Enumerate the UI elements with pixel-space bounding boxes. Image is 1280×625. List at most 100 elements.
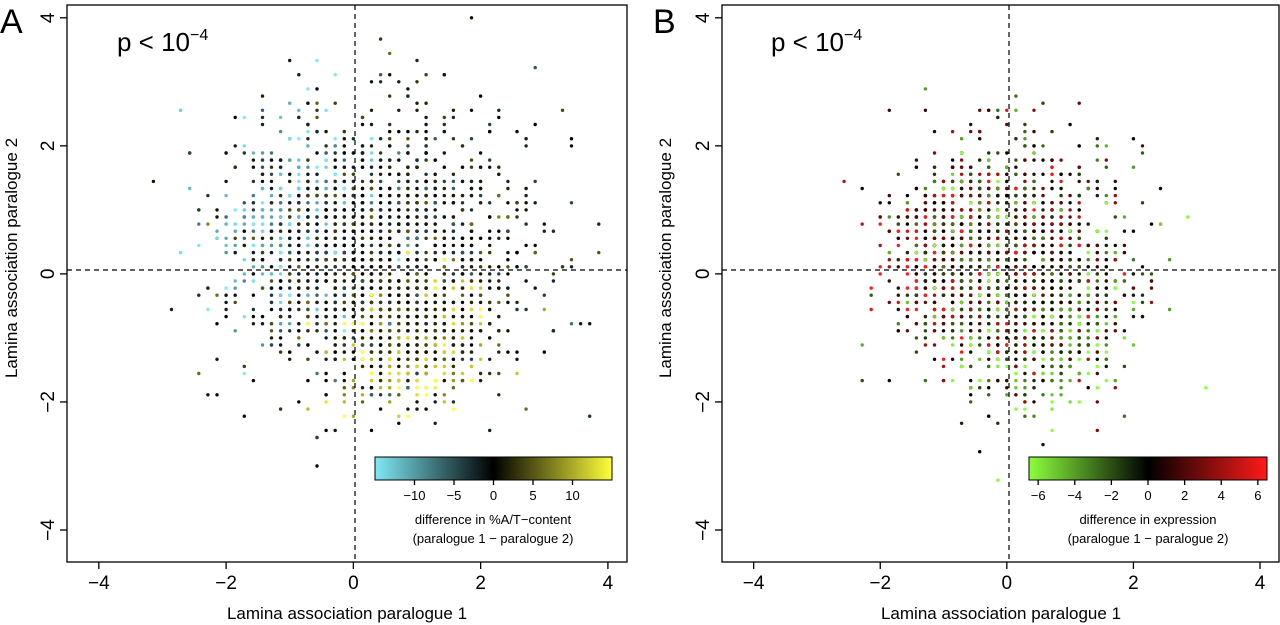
- panel-a-point: [415, 279, 419, 283]
- panel-a-point: [388, 279, 392, 283]
- panel-a-point: [397, 243, 401, 248]
- panel-a-point: [469, 258, 474, 262]
- panel-a-point: [288, 258, 292, 262]
- panel-a-point: [378, 393, 383, 397]
- panel-a-point: [369, 172, 374, 176]
- panel-a-point: [369, 279, 374, 283]
- panel-b-point: [905, 307, 910, 312]
- panel-a-point: [397, 314, 401, 319]
- panel-b-point: [887, 258, 891, 262]
- panel-a-point: [388, 144, 392, 148]
- panel-a-point: [251, 215, 256, 219]
- panel-a-point: [306, 407, 310, 411]
- panel-a-point: [388, 215, 392, 219]
- panel-a-point: [460, 279, 465, 283]
- panel-b-point: [914, 279, 919, 283]
- panel-a-colorbar-tick-label: 5: [529, 488, 536, 503]
- panel-a-point: [433, 378, 437, 383]
- panel-a-point: [424, 364, 428, 369]
- panel-a-point: [251, 265, 256, 269]
- panel-a-point: [451, 322, 456, 326]
- panel-a-point: [251, 193, 256, 198]
- panel-b-point: [969, 208, 973, 212]
- panel-a-point: [342, 300, 346, 305]
- panel-a-point: [342, 193, 346, 198]
- panel-a-point: [342, 314, 346, 319]
- panel-a-point: [378, 336, 383, 340]
- panel-a-point: [451, 343, 456, 347]
- panel-a-point: [397, 421, 401, 425]
- panel-a-point: [360, 122, 365, 127]
- panel-a-point: [269, 229, 274, 233]
- panel-b-point: [1014, 386, 1018, 390]
- panel-a-point: [406, 322, 410, 326]
- panel-a-point: [288, 172, 292, 176]
- panel-a-point: [488, 286, 492, 290]
- panel-a-point: [451, 286, 456, 290]
- panel-a-point: [442, 357, 446, 361]
- panel-a-point: [351, 179, 356, 184]
- panel-a-point: [406, 208, 410, 212]
- panel-a-point: [388, 386, 392, 390]
- panel-a-ytick-label: −4: [38, 519, 59, 541]
- panel-a-point: [278, 208, 283, 212]
- panel-a-point: [460, 371, 465, 376]
- panel-a-point: [515, 201, 519, 205]
- panel-a-point: [469, 279, 474, 283]
- panel-a-point: [378, 307, 383, 312]
- panel-a-point: [288, 314, 292, 319]
- panel-a-point: [297, 265, 301, 269]
- panel-a-point: [406, 364, 410, 369]
- panel-a-point: [297, 108, 301, 113]
- panel-a-point: [278, 229, 283, 233]
- panel-a-point: [360, 400, 365, 404]
- panel-a-point: [433, 307, 437, 312]
- panel-a-point: [378, 357, 383, 361]
- panel-b-point: [1068, 343, 1072, 347]
- panel-a-point: [478, 94, 483, 98]
- panel-a-xtick-label: −4: [88, 573, 110, 594]
- panel-a-point: [388, 293, 392, 297]
- panel-a-point: [388, 158, 392, 162]
- panel-a-colorbar-label-1: difference in %A/T−content: [415, 512, 572, 527]
- panel-a-point: [306, 87, 310, 91]
- panel-a-point: [224, 151, 228, 155]
- panel-b-point: [978, 272, 982, 276]
- panel-a-point: [278, 293, 283, 297]
- panel-a-point: [533, 201, 537, 205]
- panel-a-point: [278, 336, 283, 340]
- panel-a-point: [288, 208, 292, 212]
- panel-a-point: [388, 208, 392, 212]
- panel-a-point: [460, 343, 465, 347]
- panel-a-point: [478, 265, 483, 269]
- panel-a-point: [478, 357, 483, 361]
- panel-a-point: [424, 137, 428, 141]
- panel-a-point: [197, 222, 201, 226]
- panel-a-point: [515, 265, 519, 269]
- panel-a-point: [424, 293, 428, 297]
- panel-a-point: [369, 378, 374, 383]
- panel-a-point: [333, 186, 337, 191]
- panel-a-point: [378, 222, 383, 226]
- panel-a-point: [333, 172, 337, 176]
- panel-a-point: [433, 222, 437, 226]
- panel-a-point: [269, 250, 274, 255]
- panel-a-point: [415, 158, 419, 162]
- panel-a-point: [342, 293, 346, 297]
- panel-a-point: [406, 386, 410, 390]
- panel-a-point: [251, 229, 256, 233]
- panel-a-point: [315, 272, 319, 276]
- panel-a-point: [460, 357, 465, 361]
- panel-b-point: [914, 236, 919, 240]
- panel-a-point: [324, 250, 328, 255]
- panel-a-point: [388, 357, 392, 361]
- panel-a-point: [442, 286, 446, 290]
- panel-a-point: [497, 272, 501, 276]
- panel-a-point: [551, 229, 556, 233]
- panel-a-point: [306, 250, 310, 255]
- panel-a-point: [569, 137, 574, 141]
- panel-a-point: [315, 250, 319, 255]
- panel-a-point: [369, 215, 374, 219]
- panel-a-point: [288, 286, 292, 290]
- panel-a-point: [451, 222, 456, 226]
